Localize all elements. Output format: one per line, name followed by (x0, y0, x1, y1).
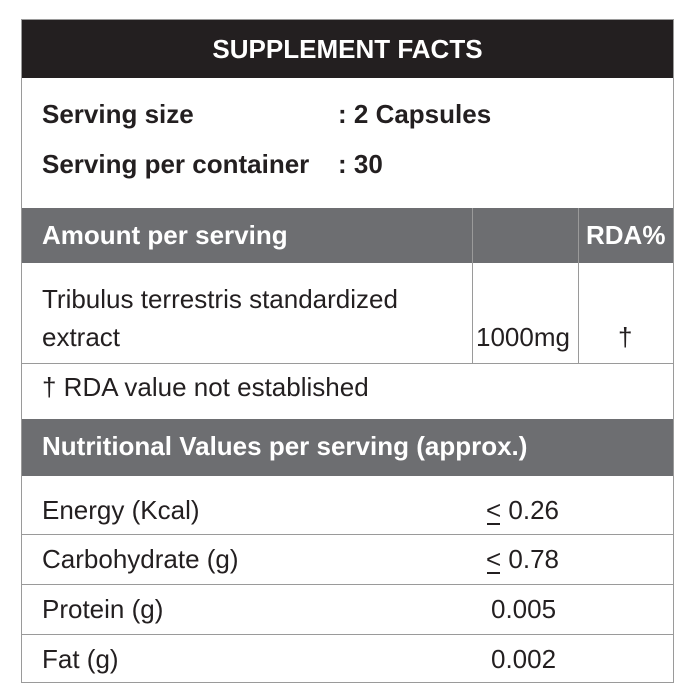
nutrition-row-fat-value: 0.002 (491, 644, 557, 674)
nutrition-row-energy-value: < 0.26 (486, 495, 560, 525)
column-divider-rda (578, 208, 579, 363)
rda-percent-label: RDA% (586, 220, 666, 250)
nutrition-row-divider (22, 534, 673, 535)
nutrition-row-fat-label: Fat (g) (42, 644, 119, 674)
nutritional-values-header: Nutritional Values per serving (approx.) (22, 419, 673, 476)
ingredient-name-line1: Tribulus terrestris standardized (42, 284, 398, 314)
amount-per-serving-header: Amount per serving RDA% (22, 208, 673, 263)
serving-size-label: Serving size (42, 99, 194, 129)
nutrition-row-protein-value: 0.005 (491, 594, 557, 624)
nutrition-row-carbohydrate-value: < 0.78 (486, 544, 560, 574)
less-equal-icon: < (486, 544, 502, 574)
ingredient-name-line2: extract (42, 322, 121, 352)
ingredient-rda: † (618, 322, 633, 352)
ingredient-divider (22, 363, 673, 364)
servings-per-container-value: : 30 (338, 149, 383, 179)
nutrition-row-carbohydrate-label: Carbohydrate (g) (42, 544, 239, 574)
serving-size-row: Serving size : 2 Capsules (42, 99, 491, 130)
label-title: SUPPLEMENT FACTS (212, 33, 483, 64)
serving-size-value: : 2 Capsules (338, 99, 492, 129)
ingredient-amount: 1000mg (476, 322, 570, 352)
less-equal-icon: < (486, 495, 502, 525)
servings-per-container-label: Serving per container (42, 149, 310, 179)
column-divider-amount (472, 208, 473, 363)
nutrition-row-divider (22, 584, 673, 585)
nutrition-row-protein-label: Protein (g) (42, 594, 164, 624)
nutrition-row-divider (22, 634, 673, 635)
supplement-facts-label: SUPPLEMENT FACTS Serving size : 2 Capsul… (21, 19, 674, 683)
nutrition-row-energy-label: Energy (Kcal) (42, 495, 200, 525)
amount-per-serving-label: Amount per serving (42, 220, 288, 250)
servings-per-container-row: Serving per container : 30 (42, 149, 383, 180)
title-bar: SUPPLEMENT FACTS (22, 20, 673, 78)
rda-footnote: † RDA value not established (42, 372, 369, 402)
nutritional-values-label: Nutritional Values per serving (approx.) (42, 431, 528, 461)
